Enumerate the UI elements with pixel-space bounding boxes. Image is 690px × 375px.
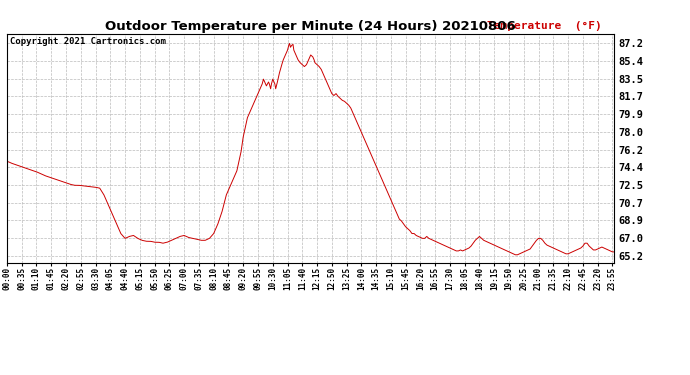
Title: Outdoor Temperature per Minute (24 Hours) 20210806: Outdoor Temperature per Minute (24 Hours… — [105, 20, 516, 33]
Text: Copyright 2021 Cartronics.com: Copyright 2021 Cartronics.com — [10, 37, 166, 46]
Text: Temperature  (°F): Temperature (°F) — [487, 21, 602, 32]
